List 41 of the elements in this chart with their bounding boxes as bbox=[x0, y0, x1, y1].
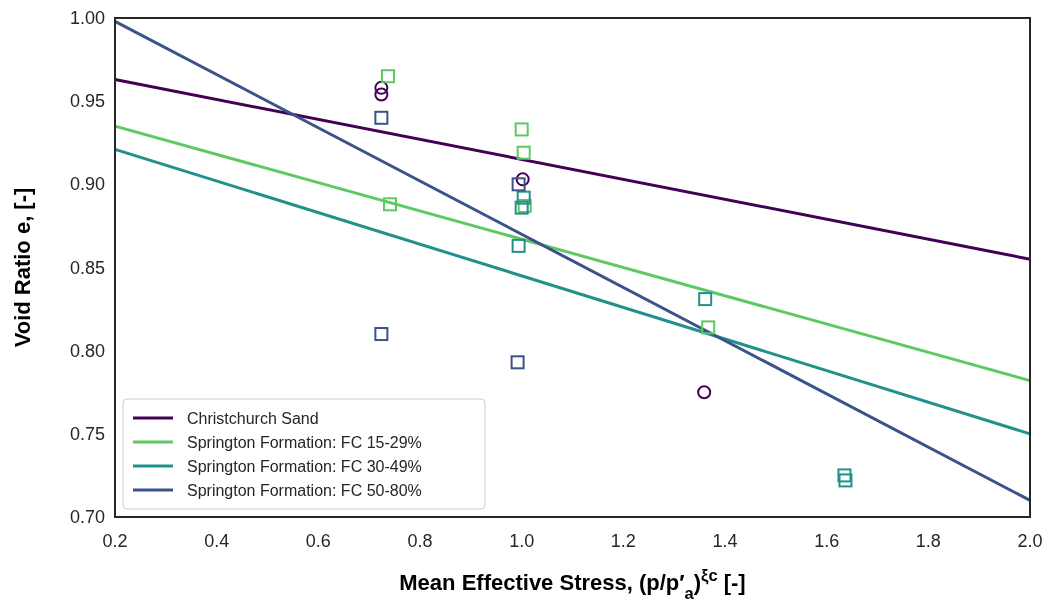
y-tick-label: 0.75 bbox=[69, 423, 105, 444]
x-tick-label: 0.4 bbox=[204, 531, 230, 551]
x-tick-label: 1.8 bbox=[915, 531, 941, 551]
point bbox=[701, 320, 716, 335]
point bbox=[374, 110, 389, 125]
y-tick-label: 1.00 bbox=[69, 8, 105, 28]
point bbox=[838, 473, 853, 488]
point bbox=[697, 385, 712, 400]
point bbox=[515, 172, 530, 187]
x-tick-label: 1.2 bbox=[610, 531, 636, 551]
x-tick-label: 2.0 bbox=[1017, 531, 1043, 551]
legend-label: Springton Formation: FC 15-29% bbox=[187, 434, 422, 451]
x-tick-label: 1.4 bbox=[712, 531, 738, 551]
point bbox=[510, 355, 525, 370]
point bbox=[374, 327, 389, 342]
y-tick-label: 0.90 bbox=[69, 174, 105, 195]
legend-label: Christchurch Sand bbox=[187, 410, 319, 427]
point bbox=[511, 238, 526, 253]
point bbox=[383, 197, 398, 212]
y-tick-label: 0.70 bbox=[69, 507, 105, 527]
point bbox=[837, 468, 852, 483]
y-axis-title: Void Ratio e, [-] bbox=[10, 187, 35, 348]
legend-label: Springton Formation: FC 50-80% bbox=[187, 482, 422, 499]
point bbox=[511, 177, 526, 192]
point bbox=[374, 87, 389, 102]
legend-label: Springton Formation: FC 30-49% bbox=[187, 458, 422, 475]
point bbox=[698, 292, 713, 307]
x-tick-label: 0.8 bbox=[407, 531, 433, 551]
y-tick-label: 0.95 bbox=[69, 91, 105, 112]
y-tick-label: 0.80 bbox=[69, 340, 105, 361]
y-tick-label: 0.85 bbox=[69, 257, 105, 278]
point bbox=[514, 122, 529, 137]
point bbox=[516, 145, 531, 160]
x-tick-label: 0.6 bbox=[305, 531, 331, 551]
x-axis-title: Mean Effective Stress, (p/p′$_{a}$)$^{ξc}$ [-] bbox=[399, 566, 746, 602]
point bbox=[516, 190, 531, 205]
point bbox=[374, 80, 389, 95]
point bbox=[380, 69, 395, 84]
x-tick-label: 1.6 bbox=[814, 531, 840, 551]
x-tick-label: 0.2 bbox=[102, 531, 128, 551]
x-tick-label: 1.0 bbox=[509, 531, 535, 551]
